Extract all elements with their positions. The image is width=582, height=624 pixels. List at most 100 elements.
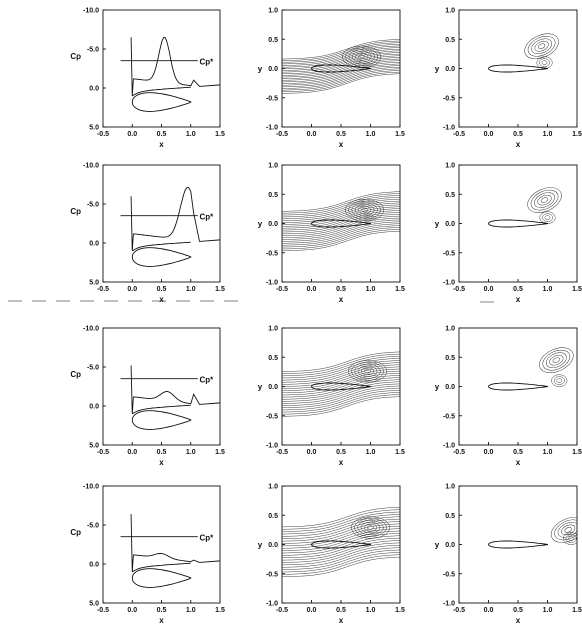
streamline	[282, 383, 400, 404]
vort-xtick-label: 1.0	[543, 286, 553, 293]
psi-ytick-label: 0.0	[268, 221, 278, 228]
streamline-panel-2: -0.5 0.0 0.5 1.0 1.51.00.50.0-0.5-1.0xy	[258, 163, 405, 305]
streamline	[282, 217, 400, 238]
streamline	[282, 202, 400, 223]
vortex-contour	[345, 47, 378, 67]
psi-ytick-label: -1.0	[266, 601, 278, 608]
vortex-contour	[357, 365, 378, 377]
streamline	[282, 511, 400, 532]
cp-ytick-label: -5.0	[87, 523, 99, 530]
vortex-contour	[361, 208, 369, 213]
vorticity-contour	[530, 189, 559, 211]
streamline-frame	[281, 485, 401, 604]
streamline	[282, 193, 400, 214]
cp-ylabel: Cp	[70, 528, 81, 537]
cp-xlabel: x	[159, 616, 164, 624]
cp-ylabel: Cp	[70, 207, 81, 216]
streamline	[282, 45, 400, 66]
cp-xlabel: x	[159, 458, 164, 467]
vortex-contour	[348, 360, 387, 383]
streamline	[282, 63, 400, 84]
streamline	[282, 387, 400, 409]
cp-xtick-label: 1.0	[186, 286, 196, 293]
vorticity-contour	[539, 347, 574, 373]
streamline	[282, 223, 400, 244]
cp-xtick-label: 1.5	[215, 286, 225, 293]
streamline	[282, 221, 400, 242]
psi-xtick-label: 1.5	[395, 131, 405, 138]
cp-panel-3: -0.5 0.0 0.5 1.0 1.5 -10.0 -5.0 0.0 5.0 x Cp Cp*	[70, 326, 225, 468]
streamline	[282, 229, 400, 250]
streamline	[282, 506, 400, 528]
psi-xtick-label: 1.5	[395, 286, 405, 293]
vort-ylabel: y	[435, 65, 440, 74]
streamline-contours	[282, 39, 400, 94]
psi-xtick-label: 0.0	[307, 607, 317, 614]
streamline	[282, 212, 400, 233]
vortex-contour	[351, 202, 378, 218]
streamline	[282, 362, 400, 383]
psi-xtick-label: 0.0	[307, 286, 317, 293]
vort-xtick-label: 1.5	[572, 449, 582, 456]
cp-lower-trace	[132, 86, 191, 97]
vorticity-contour-secondary	[556, 378, 563, 383]
streamline	[282, 556, 400, 578]
vorticity-contour	[557, 522, 577, 538]
vort-ytick-label: 0.5	[445, 192, 455, 199]
vorticity-contours	[524, 33, 559, 69]
streamline	[282, 50, 400, 71]
streamline	[282, 68, 400, 89]
cp-lower-trace	[132, 241, 191, 252]
streamline-airfoil	[311, 64, 371, 73]
vort-ylabel: y	[435, 383, 440, 392]
psi-ytick-label: -1.0	[266, 280, 278, 287]
vort-ytick-label: -1.0	[443, 280, 455, 287]
vort-ytick-label: -0.5	[443, 571, 455, 578]
vort-xtick-label: 0.5	[513, 607, 523, 614]
cp-frame	[102, 9, 221, 128]
row-2: -0.5 0.0 0.5 1.0 1.5-10.0-5.00.05.0xCpCp*-0.…	[70, 163, 582, 305]
streamline	[282, 542, 400, 563]
streamline	[282, 358, 400, 379]
vort-ytick-label: 1.0	[445, 163, 455, 170]
vorticity-contour-secondary	[541, 60, 548, 65]
psi-ylabel: y	[258, 541, 263, 550]
vorticity-contour	[554, 519, 577, 541]
streamline	[282, 379, 400, 400]
cp-ylabel: Cp	[70, 370, 81, 379]
vort-xtick-label: -0.5	[453, 449, 465, 456]
streamline	[282, 191, 400, 212]
psi-ytick-label: -0.5	[266, 571, 278, 578]
vortex-contour	[360, 521, 381, 534]
cp-xtick-label: 1.5	[215, 607, 225, 614]
vorticity-airfoil	[488, 64, 548, 73]
vort-ytick-label: 0.0	[445, 542, 455, 549]
vorticity-panel-1: -0.5 0.0 0.5 1.0 1.51.00.50.0-0.5-1.0xy	[435, 8, 582, 150]
streamline	[282, 377, 400, 398]
cp-xtick-label: -0.5	[97, 449, 109, 456]
vorticity-frame	[458, 164, 578, 283]
vort-ytick-label: 0.5	[445, 513, 455, 520]
vort-ytick-label: 0.5	[445, 355, 455, 362]
cp-airfoil	[131, 410, 192, 430]
psi-ytick-label: 1.0	[268, 326, 278, 333]
cp-critical-label: Cp*	[200, 58, 215, 67]
vorticity-contour	[540, 197, 549, 203]
streamline	[282, 372, 400, 394]
psi-xtick-label: 1.0	[366, 449, 376, 456]
vorticity-panel-3: -0.5 0.0 0.5 1.0 1.51.00.50.0-0.5-1.0xy	[435, 326, 582, 468]
cp-xlabel: x	[159, 295, 164, 304]
psi-ytick-label: -0.5	[266, 250, 278, 257]
psi-ytick-label: 0.5	[268, 37, 278, 44]
psi-ytick-label: 1.0	[268, 8, 278, 15]
cp-ylabel: Cp	[70, 52, 81, 61]
streamline	[282, 66, 400, 88]
vorticity-contour-secondary	[539, 58, 550, 67]
vortex-contour	[348, 49, 375, 65]
vort-ytick-label: -0.5	[443, 413, 455, 420]
vort-ylabel: y	[435, 220, 440, 229]
streamline	[282, 60, 400, 81]
vort-ytick-label: 1.0	[445, 8, 455, 15]
streamline	[282, 200, 400, 221]
